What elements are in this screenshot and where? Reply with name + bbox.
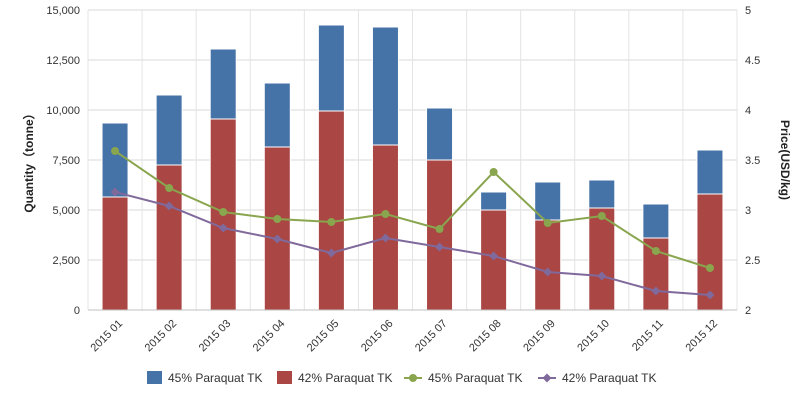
point-42-paraquat: [380, 233, 390, 243]
point-42-paraquat: [110, 187, 120, 197]
y-left-tick-label: 5,000: [52, 205, 80, 217]
y-left-tick-label: 12,500: [46, 55, 80, 67]
y-right-tick-label: 3: [745, 205, 751, 217]
bar-45-paraquat: [155, 94, 183, 166]
point-45-paraquat: [435, 225, 444, 233]
x-tick-label: 2015 07: [413, 318, 450, 355]
bar-42-paraquat: [101, 196, 129, 311]
legend-item-45-paraquat-line: 45% Paraquat TK: [404, 371, 523, 385]
bar-42-paraquat: [588, 207, 616, 311]
bar-45-paraquat: [101, 122, 129, 198]
bar-42-paraquat: [263, 146, 291, 311]
x-tick-label: 2015 09: [521, 318, 558, 355]
point-42-paraquat: [272, 234, 282, 244]
legend-label: 45% Paraquat TK: [168, 371, 263, 385]
point-42-paraquat: [597, 271, 607, 281]
legend-swatch: [147, 371, 162, 384]
y-left-tick-label: 15,000: [46, 5, 80, 17]
point-45-paraquat: [651, 247, 660, 255]
x-tick-label: 2015 12: [683, 318, 720, 355]
y-right-tick-label: 3.5: [745, 155, 760, 167]
bar-45-paraquat: [426, 107, 454, 161]
point-42-paraquat: [218, 223, 228, 233]
line-45-paraquat: [114, 150, 711, 269]
point-45-paraquat: [543, 219, 552, 227]
legend-marker: [409, 374, 417, 382]
bar-42-paraquat: [426, 159, 454, 311]
x-tick-label: 2015 06: [359, 318, 396, 355]
legend-label: 45% Paraquat TK: [428, 371, 523, 385]
point-45-paraquat: [273, 215, 282, 223]
bar-42-paraquat: [317, 110, 345, 311]
x-tick-label: 2015 05: [305, 318, 342, 355]
bar-45-paraquat: [371, 26, 399, 146]
line-series: [110, 147, 715, 300]
point-45-paraquat: [327, 218, 336, 226]
y-right-tick-label: 4: [745, 105, 751, 117]
bar-45-paraquat: [642, 203, 670, 239]
x-tick-label: 2015 03: [197, 318, 234, 355]
bar-45-paraquat: [317, 24, 345, 112]
bar-45-paraquat: [480, 191, 508, 211]
y-right-tick-label: 5: [745, 5, 751, 17]
point-42-paraquat: [543, 267, 553, 277]
point-45-paraquat: [219, 208, 228, 216]
bar-42-paraquat: [371, 144, 399, 311]
y-right-tick-label: 2.5: [745, 255, 760, 267]
legend-label: 42% Paraquat TK: [562, 371, 657, 385]
point-42-paraquat: [326, 248, 336, 258]
point-45-paraquat: [111, 147, 120, 155]
y-right-tick-label: 2: [745, 305, 751, 317]
point-42-paraquat: [651, 286, 661, 296]
legend-label: 42% Paraquat TK: [298, 371, 393, 385]
bar-42-paraquat: [534, 219, 562, 311]
legend-item-45-paraquat-bar: 45% Paraquat TK: [147, 371, 263, 385]
legend: 45% Paraquat TK 42% Paraquat TK 45% Paraqu…: [147, 371, 657, 385]
x-tick-label: 2015 11: [630, 318, 666, 354]
x-tick-label: 2015 02: [143, 318, 180, 355]
grid-lines: [87, 9, 738, 311]
y-right-tick-label: 4.5: [745, 55, 760, 67]
bar-45-paraquat: [263, 82, 291, 148]
y-left-tick-label: 7,500: [52, 155, 80, 167]
line-42-paraquat: [114, 191, 711, 296]
y-left-tick-label: 10,000: [46, 105, 80, 117]
x-tick-label: 2015 01: [89, 318, 126, 355]
legend-item-42-paraquat-bar: 42% Paraquat TK: [277, 371, 393, 385]
point-45-paraquat: [489, 168, 498, 176]
point-45-paraquat: [165, 184, 174, 192]
point-42-paraquat: [705, 290, 715, 300]
legend-item-42-paraquat-line: 42% Paraquat TK: [538, 371, 657, 385]
x-tick-label: 2015 10: [575, 318, 612, 355]
point-45-paraquat: [381, 210, 390, 218]
point-42-paraquat: [164, 201, 174, 211]
point-42-paraquat: [435, 242, 445, 252]
y-left-tick-label: 2,500: [52, 255, 80, 267]
point-45-paraquat: [597, 212, 606, 220]
y-axis-left-title: Quantity（tonne）: [21, 107, 36, 212]
legend-marker: [542, 373, 552, 383]
bar-45-paraquat: [209, 48, 237, 120]
bar-45-paraquat: [588, 179, 616, 209]
point-45-paraquat: [705, 264, 714, 272]
bar-45-paraquat: [696, 149, 724, 195]
x-tick-label: 2015 08: [467, 318, 504, 355]
x-tick-label: 2015 04: [251, 318, 288, 355]
point-42-paraquat: [489, 251, 499, 261]
y-axis-right-title: Price(USD/kg): [778, 120, 792, 200]
legend-swatch: [277, 371, 292, 384]
y-left-tick-label: 0: [74, 305, 80, 317]
